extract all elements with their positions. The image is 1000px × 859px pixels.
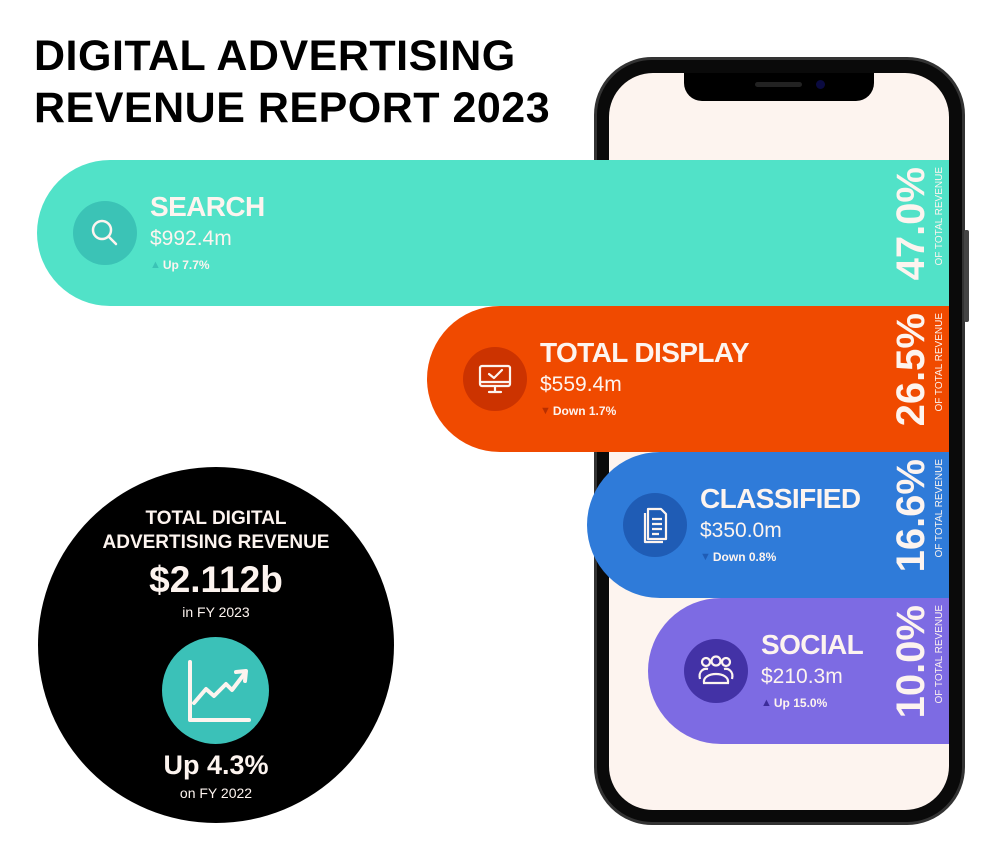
- category-share-label: OF TOTAL REVENUE: [934, 167, 945, 266]
- trending-up-chart-icon: [162, 637, 269, 744]
- search-icon: [73, 201, 137, 265]
- category-share-label: OF TOTAL REVENUE: [934, 313, 945, 412]
- category-text: CLASSIFIED $350.0m ▼ Down 0.8%: [700, 482, 861, 568]
- category-bar-search: SEARCH $992.4m ▲ Up 7.7% 47.0% OF TOTAL …: [37, 160, 949, 306]
- triangle-up-icon: ▲: [761, 697, 772, 709]
- category-change: ▼ Down 0.8%: [700, 546, 860, 568]
- total-period: in FY 2023: [182, 604, 250, 620]
- triangle-down-icon: ▼: [540, 405, 551, 417]
- people-group-icon: [684, 639, 748, 703]
- category-share-label: OF TOTAL REVENUE: [934, 605, 945, 704]
- category-share-label: OF TOTAL REVENUE: [934, 459, 945, 558]
- category-share-percent: 26.5%: [889, 313, 933, 427]
- category-change: ▲ Up 7.7%: [150, 254, 265, 276]
- category-value: $992.4m: [150, 227, 232, 250]
- category-text: SEARCH $992.4m ▲ Up 7.7%: [150, 190, 265, 276]
- total-label-line: ADVERTISING REVENUE: [102, 532, 330, 553]
- category-change: ▼ Down 1.7%: [540, 400, 749, 422]
- title-line: REVENUE REPORT 2023: [34, 84, 551, 132]
- category-name: CLASSIFIED: [700, 483, 861, 514]
- category-name: TOTAL DISPLAY: [540, 337, 750, 368]
- category-change-text: Down 0.8%: [712, 550, 777, 564]
- phone-notch: [684, 73, 874, 101]
- category-change-text: Up 15.0%: [773, 696, 828, 710]
- category-value: $210.3m: [761, 665, 843, 688]
- total-revenue-circle: TOTAL DIGITAL ADVERTISING REVENUE $2.112…: [38, 467, 394, 823]
- category-bar-classified: CLASSIFIED $350.0m ▼ Down 0.8% 16.6% OF …: [587, 452, 949, 598]
- title-line: DIGITAL ADVERTISING: [34, 32, 516, 80]
- category-share: 26.5% OF TOTAL REVENUE: [889, 313, 946, 445]
- category-share-percent: 47.0%: [889, 167, 933, 281]
- total-change: Up 4.3%: [163, 750, 269, 780]
- total-value: $2.112b: [149, 559, 283, 600]
- total-comparison: on FY 2022: [179, 785, 253, 801]
- category-share: 16.6% OF TOTAL REVENUE: [889, 459, 946, 591]
- category-name: SEARCH: [150, 191, 265, 222]
- phone-speaker: [755, 82, 802, 87]
- phone-side-button: [964, 230, 969, 322]
- category-value: $350.0m: [700, 519, 782, 542]
- category-text: SOCIAL $210.3m ▲ Up 15.0%: [761, 628, 864, 714]
- category-name: SOCIAL: [761, 629, 864, 660]
- category-change-text: Up 7.7%: [162, 258, 210, 272]
- category-bar-total-display: TOTAL DISPLAY $559.4m ▼ Down 1.7% 26.5% …: [427, 306, 949, 452]
- category-text: TOTAL DISPLAY $559.4m ▼ Down 1.7%: [540, 336, 750, 422]
- category-share: 10.0% OF TOTAL REVENUE: [889, 605, 946, 737]
- monitor-check-icon: [463, 347, 527, 411]
- triangle-down-icon: ▼: [700, 551, 711, 563]
- category-share-percent: 16.6%: [889, 459, 933, 573]
- document-icon: [623, 493, 687, 557]
- category-value: $559.4m: [540, 373, 622, 396]
- category-share-percent: 10.0%: [889, 605, 933, 719]
- category-bar-social: SOCIAL $210.3m ▲ Up 15.0% 10.0% OF TOTAL…: [648, 598, 949, 744]
- category-change: ▲ Up 15.0%: [761, 692, 863, 714]
- category-change-text: Down 1.7%: [552, 404, 617, 418]
- total-label-line: TOTAL DIGITAL: [145, 508, 287, 529]
- page-title: DIGITAL ADVERTISING REVENUE REPORT 2023: [34, 30, 550, 134]
- total-label: TOTAL DIGITAL ADVERTISING REVENUE: [38, 507, 394, 555]
- category-share: 47.0% OF TOTAL REVENUE: [889, 167, 946, 299]
- triangle-up-icon: ▲: [150, 259, 161, 271]
- phone-camera: [816, 80, 825, 89]
